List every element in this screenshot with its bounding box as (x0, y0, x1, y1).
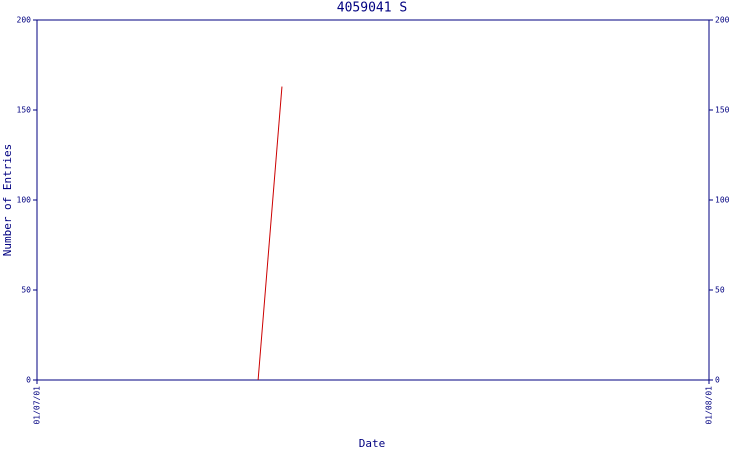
y2-tick-label: 200 (715, 16, 730, 25)
y2-tick-label: 0 (715, 376, 720, 385)
y2-tick-label: 50 (715, 286, 725, 295)
x-tick-label: 01/07/01 (33, 386, 42, 425)
x-tick-label: 01/08/01 (705, 386, 714, 425)
x-axis-label: Date (359, 437, 386, 450)
y-axis-label: Number of Entries (1, 144, 14, 257)
y2-tick-label: 150 (715, 106, 730, 115)
y-tick-label: 150 (17, 106, 32, 115)
chart-title: 4059041 S (337, 1, 407, 16)
y2-tick-label: 100 (715, 196, 730, 205)
y-tick-label: 50 (21, 286, 31, 295)
y-tick-label: 200 (17, 16, 32, 25)
plot-frame (36, 19, 710, 381)
data-line (257, 86, 283, 381)
y-tick-label: 100 (17, 196, 32, 205)
y-tick-label: 0 (26, 376, 31, 385)
